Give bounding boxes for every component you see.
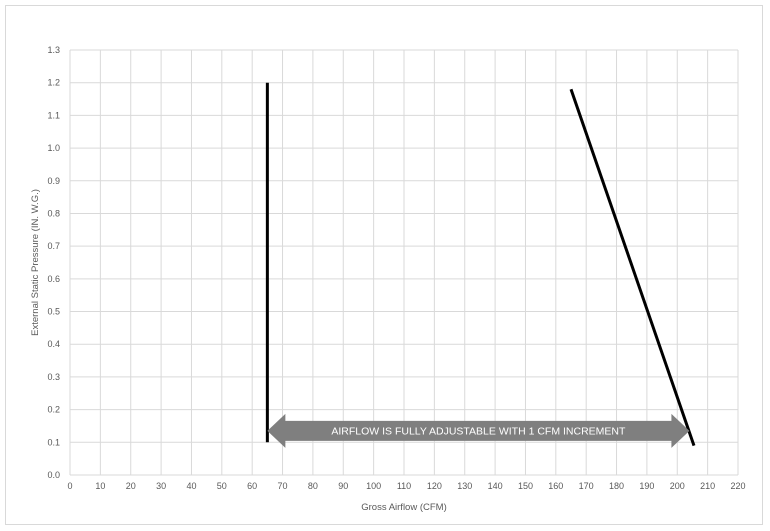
y-tick-label: 0.0 — [47, 470, 60, 480]
x-axis-title: Gross Airflow (CFM) — [361, 502, 447, 513]
y-tick-label: 1.1 — [47, 110, 60, 120]
x-tick-label: 120 — [427, 481, 442, 491]
x-tick-label: 100 — [366, 481, 381, 491]
y-axis-title: External Static Pressure (IN. W.G.) — [30, 189, 41, 336]
x-tick-label: 80 — [308, 481, 318, 491]
y-tick-label: 0.3 — [47, 372, 60, 382]
x-tick-label: 170 — [579, 481, 594, 491]
y-tick-label: 0.5 — [47, 307, 60, 317]
x-tick-label: 110 — [397, 481, 411, 491]
x-axis-ticks: 0 10 20 30 40 50 60 70 80 90 100 110 120 130 140 150 160… — [67, 481, 745, 491]
annotation-label: AIRFLOW IS FULLY ADJUSTABLE WITH 1 CFM I… — [331, 426, 626, 438]
x-tick-label: 30 — [156, 481, 166, 491]
x-tick-label: 210 — [700, 481, 715, 491]
x-tick-label: 50 — [217, 481, 227, 491]
x-tick-label: 150 — [518, 481, 533, 491]
y-tick-label: 1.0 — [47, 143, 60, 153]
y-tick-label: 0.4 — [47, 339, 60, 349]
x-tick-label: 90 — [338, 481, 348, 491]
x-tick-label: 20 — [126, 481, 136, 491]
x-tick-label: 60 — [247, 481, 257, 491]
y-tick-label: 1.3 — [47, 45, 60, 55]
x-tick-label: 130 — [457, 481, 472, 491]
x-tick-label: 190 — [639, 481, 654, 491]
x-tick-label: 70 — [278, 481, 288, 491]
double-arrow — [267, 413, 690, 448]
y-tick-label: 0.9 — [47, 176, 60, 186]
x-tick-label: 160 — [548, 481, 563, 491]
x-tick-label: 0 — [67, 481, 72, 491]
y-tick-label: 0.6 — [47, 274, 60, 284]
x-tick-label: 180 — [609, 481, 624, 491]
series-line — [569, 88, 696, 447]
y-tick-label: 0.8 — [47, 208, 60, 218]
series-group — [265, 82, 696, 447]
y-tick-label: 0.7 — [47, 241, 60, 251]
y-axis-ticks: 0.0 0.1 0.2 0.3 0.4 0.5 0.6 0.7 0.8 0.9 1.0 1.1 1.2 1… — [47, 45, 60, 480]
x-tick-label: 140 — [488, 481, 503, 491]
airflow-annotation: AIRFLOW IS FULLY ADJUSTABLE WITH 1 CFM I… — [267, 413, 690, 448]
grid — [69, 49, 739, 476]
x-tick-label: 220 — [730, 481, 745, 491]
y-tick-label: 0.2 — [47, 405, 60, 415]
x-tick-label: 40 — [186, 481, 196, 491]
x-tick-label: 10 — [95, 481, 105, 491]
x-tick-label: 200 — [670, 481, 685, 491]
y-tick-label: 1.2 — [47, 78, 60, 88]
y-tick-label: 0.1 — [47, 437, 60, 447]
